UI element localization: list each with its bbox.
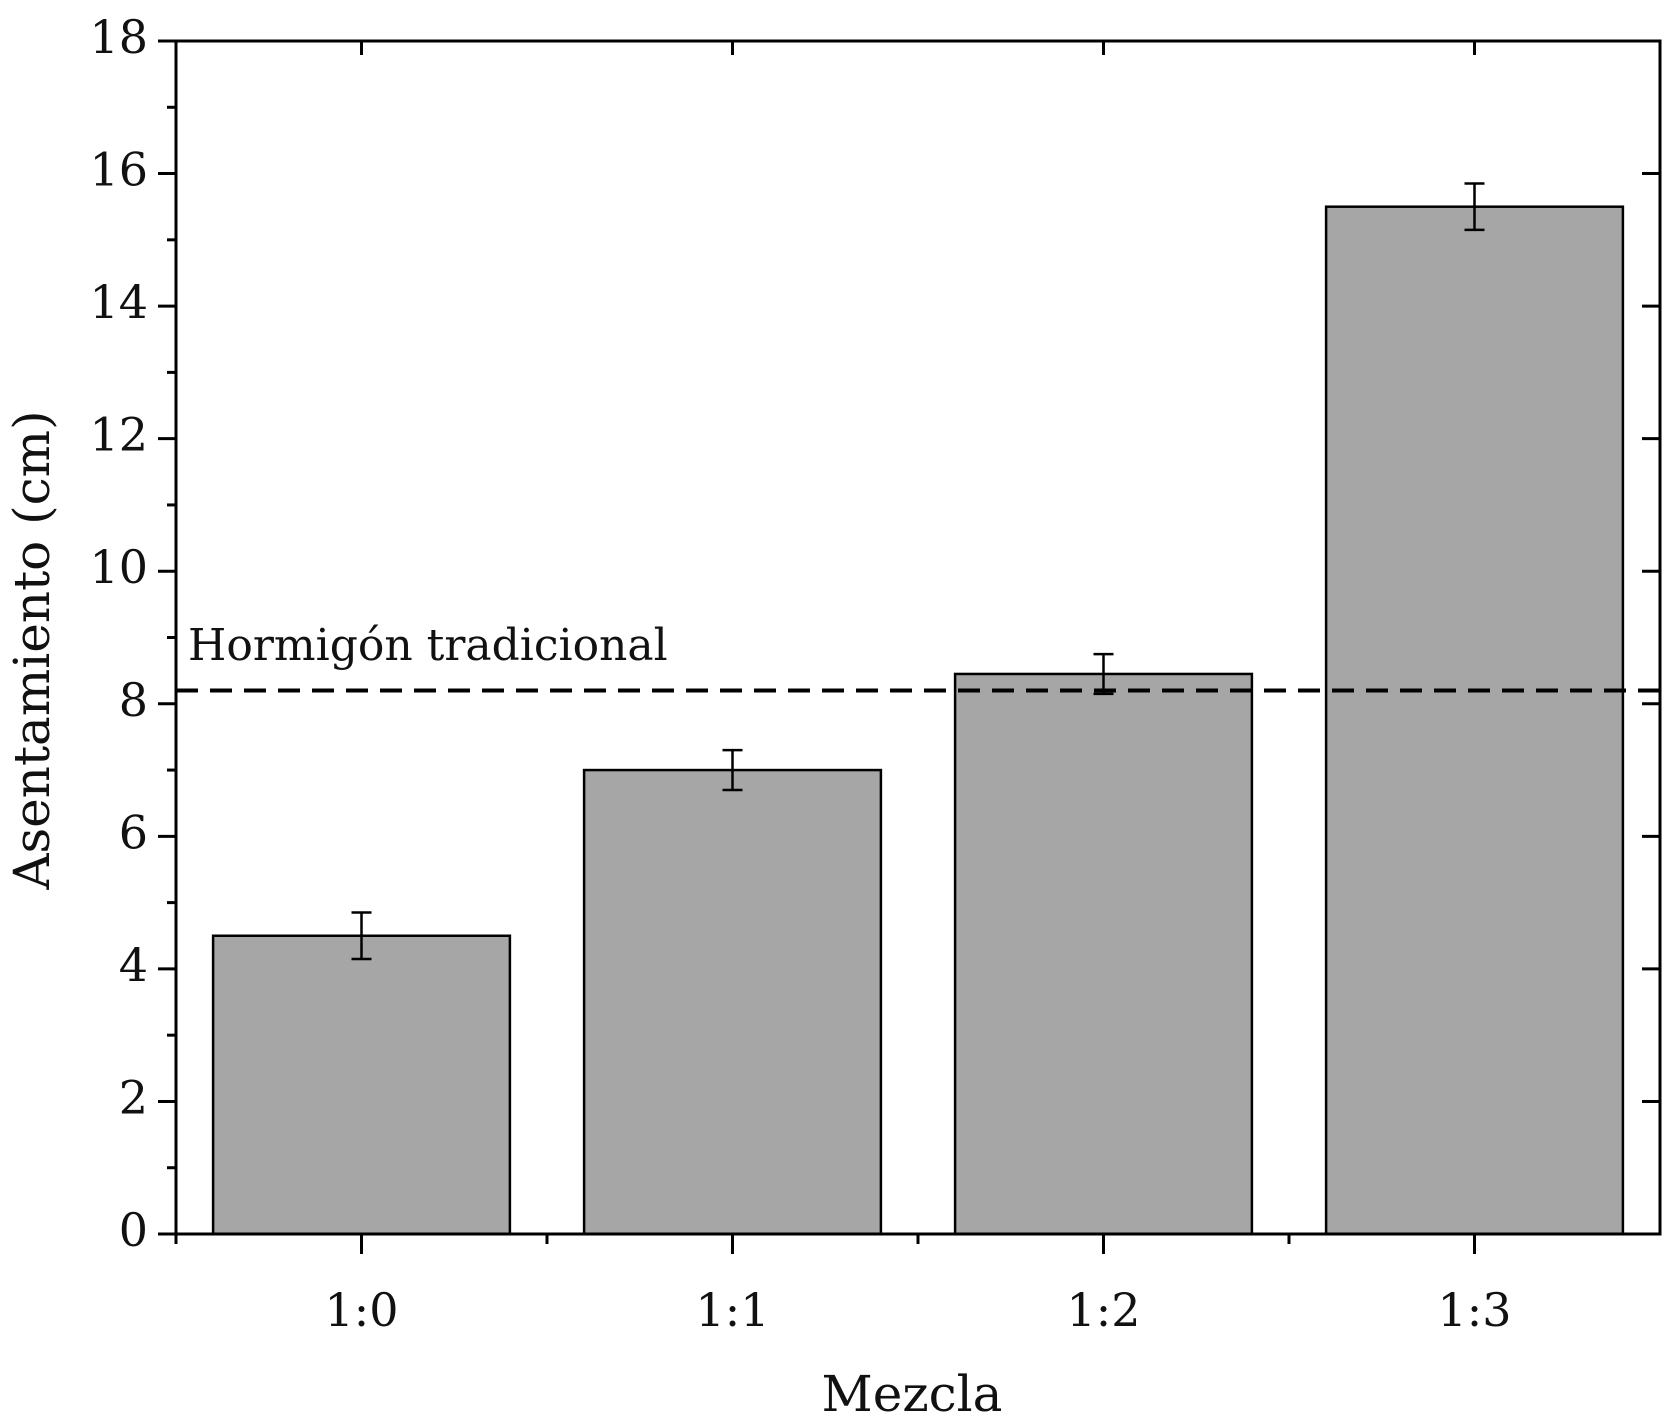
x-tick-label: 1:2 xyxy=(1066,1283,1140,1337)
x-axis-label: Mezcla xyxy=(822,1365,1003,1423)
bar xyxy=(953,672,1254,1236)
reference-label: Hormigón tradicional xyxy=(188,620,668,671)
x-tick-label: 1:1 xyxy=(695,1283,769,1337)
y-tick-label: 4 xyxy=(119,938,148,992)
bar xyxy=(582,768,883,1236)
y-axis-label: Asentamiento (cm) xyxy=(3,410,61,890)
x-tick-label: 1:0 xyxy=(324,1283,398,1337)
y-tick-label: 18 xyxy=(89,10,148,64)
bar xyxy=(211,934,512,1236)
y-tick-label: 10 xyxy=(89,540,148,594)
y-tick-label: 14 xyxy=(89,275,148,329)
y-tick-label: 12 xyxy=(89,408,148,462)
y-tick-label: 16 xyxy=(89,143,148,197)
error-bar xyxy=(1464,182,1485,232)
plot-frame xyxy=(174,39,1662,1236)
y-tick-label: 6 xyxy=(119,805,148,859)
y-tick-label: 8 xyxy=(119,673,148,727)
error-bar xyxy=(722,748,743,792)
y-tick-label: 2 xyxy=(119,1070,148,1124)
error-bar xyxy=(351,911,372,961)
x-tick-label: 1:3 xyxy=(1437,1283,1511,1337)
y-tick-label: 0 xyxy=(119,1203,148,1257)
error-bar xyxy=(1093,652,1114,696)
bar xyxy=(1324,205,1625,1236)
